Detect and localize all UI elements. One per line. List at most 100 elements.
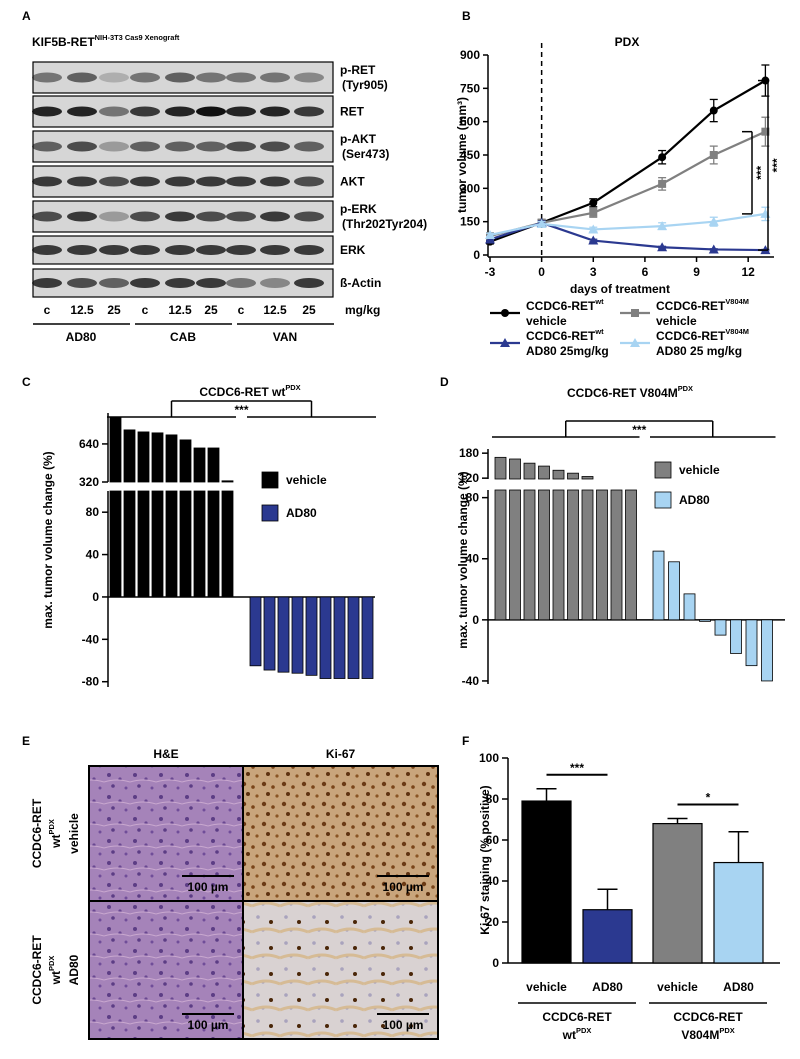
lane-label: 25: [302, 303, 316, 317]
text-part: 0: [473, 248, 480, 262]
text-part: c: [142, 303, 149, 317]
x-axis-label: days of treatment: [570, 282, 670, 296]
micrograph: [90, 902, 242, 1038]
lane-label: c: [44, 303, 51, 317]
x-tick-label: 3: [590, 265, 597, 279]
band: [260, 211, 290, 222]
bar-upper: [123, 429, 136, 483]
marker: [630, 338, 640, 347]
band: [32, 245, 62, 255]
bar-upper: [165, 434, 178, 483]
panel-label: D: [440, 375, 449, 389]
y-tick-label: 0: [492, 956, 499, 970]
bar-upper: [109, 417, 122, 483]
text-part: CCDC6-RET: [30, 935, 44, 1005]
text-part: 12.5: [70, 303, 94, 317]
bar: [761, 619, 773, 682]
bar-upper: [523, 462, 536, 480]
y-tick-label: 60: [486, 833, 500, 847]
bar: [151, 490, 164, 598]
band: [32, 176, 62, 187]
row-label: wtPDX: [47, 819, 64, 849]
y-tick-label: 320: [79, 475, 99, 489]
text-part: A: [22, 9, 31, 23]
y-tick-label: 80: [486, 792, 500, 806]
band: [260, 141, 290, 152]
text-part: 12: [742, 265, 756, 279]
x-tick-label: 12: [742, 265, 756, 279]
y-tick-label: 150: [460, 215, 480, 229]
band: [99, 72, 129, 83]
bar: [652, 822, 703, 964]
band: [130, 245, 160, 255]
text-part: 40: [86, 548, 100, 562]
band: [130, 106, 160, 117]
marker: [657, 221, 668, 231]
band: [294, 141, 324, 152]
marker: [589, 208, 598, 217]
text-part: -3: [485, 265, 496, 279]
band: [165, 176, 195, 187]
bar: [745, 619, 758, 667]
text-part: vehicle: [526, 314, 567, 328]
band: [294, 245, 324, 255]
y-axis-label: Ki-67 staining (% positive): [478, 785, 492, 934]
band: [294, 211, 324, 222]
band: [294, 106, 324, 117]
micrograph: [244, 902, 437, 1038]
y-tick-label: -40: [82, 632, 100, 646]
bar-upper: [567, 472, 579, 480]
legend-label: AD80 25mg/kg: [526, 344, 609, 358]
marker: [709, 106, 718, 115]
panel-label: B: [462, 9, 471, 23]
marker: [485, 230, 495, 239]
text-part: 25: [107, 303, 121, 317]
superscript: V804M: [725, 327, 749, 336]
bar: [625, 489, 637, 621]
band: [226, 278, 256, 288]
band: [196, 245, 226, 255]
y-tick-label: -80: [82, 675, 100, 689]
column-label: Ki-67: [326, 747, 356, 761]
bar: [596, 489, 608, 621]
text-part: ß-Actin: [340, 276, 381, 290]
legend-swatch: [261, 471, 279, 489]
text-part: vehicle: [526, 980, 567, 994]
bar-upper: [581, 476, 594, 480]
text-part: 0: [538, 265, 545, 279]
text-part: H&E: [153, 747, 178, 761]
lane-label: 12.5: [168, 303, 192, 317]
legend-swatch: [261, 504, 279, 522]
text-part: ***: [234, 403, 248, 417]
legend-label: vehicle: [526, 314, 567, 328]
text-part: (Ser473): [342, 147, 389, 161]
text-part: AD80: [723, 980, 754, 994]
band: [99, 141, 129, 152]
text-part: D: [440, 375, 449, 389]
legend-label: CCDC6-RETV804M: [656, 327, 749, 344]
y-tick-label: 450: [460, 148, 480, 162]
text-part: 0: [492, 956, 499, 970]
band: [226, 141, 256, 152]
protein-name: p-AKT: [340, 132, 377, 146]
x-tick-label: 0: [538, 265, 545, 279]
marker: [631, 309, 639, 317]
chart-title: PDX: [615, 35, 640, 49]
y-tick-label: 900: [460, 48, 480, 62]
band: [260, 245, 290, 255]
band: [32, 141, 62, 152]
band: [196, 211, 226, 222]
text-part: F: [462, 734, 469, 748]
marker: [536, 218, 547, 228]
band: [67, 72, 97, 83]
text-part: mg/kg: [345, 303, 380, 317]
marker: [588, 224, 599, 234]
y-tick-label: 640: [79, 437, 99, 451]
text-part: -40: [82, 632, 100, 646]
bar: [610, 489, 623, 621]
bar: [221, 490, 234, 598]
y-tick-label: 600: [460, 115, 480, 129]
scale-bar-label: 100 µm: [188, 1018, 229, 1032]
legend-swatch: [654, 491, 672, 509]
superscript: PDX: [47, 819, 56, 834]
